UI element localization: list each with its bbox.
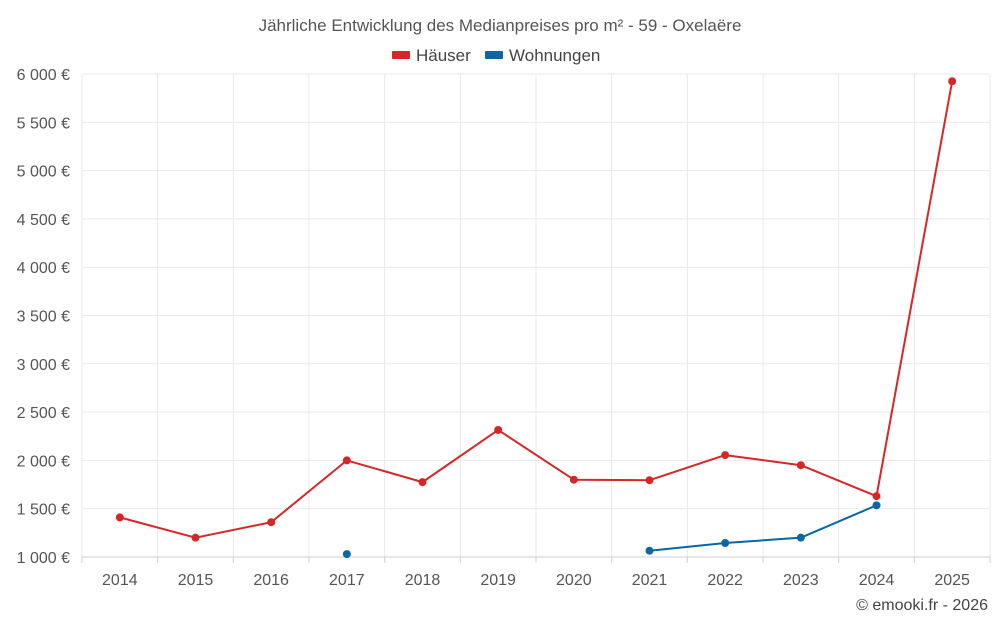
data-point[interactable] [569, 475, 578, 484]
data-point[interactable] [494, 425, 503, 434]
series-haeuser [115, 77, 957, 542]
y-tick-label: 1 000 € [17, 550, 70, 567]
data-point[interactable] [796, 533, 805, 542]
legend-label-haeuser: Häuser [416, 46, 471, 65]
y-tick-label: 5 500 € [17, 115, 70, 132]
y-tick-label: 3 500 € [17, 309, 70, 326]
legend-item-haeuser[interactable]: Häuser [392, 46, 471, 65]
series-line [649, 504, 877, 552]
data-point[interactable] [115, 513, 124, 522]
legend-swatch-haeuser [392, 51, 410, 59]
y-axis-ticks: 1 000 € 1 500 € 2 000 € 2 500 € 3 000 € 3 500… [17, 67, 70, 567]
x-tick-label: 2018 [405, 572, 441, 589]
chart-title: Jährliche Entwicklung des Medianpreises … [259, 16, 742, 35]
x-tick-label: 2023 [783, 572, 819, 589]
y-tick-label: 2 500 € [17, 405, 70, 422]
legend: Häuser Wohnungen [392, 46, 600, 65]
data-point[interactable] [721, 538, 730, 547]
x-tick-label: 2015 [178, 572, 214, 589]
x-tick-label: 2019 [480, 572, 516, 589]
data-point[interactable] [191, 533, 200, 542]
axes [81, 556, 991, 563]
x-tick-label: 2024 [859, 572, 895, 589]
series-wohnungen [342, 501, 881, 559]
y-tick-label: 6 000 € [17, 67, 70, 84]
data-point[interactable] [418, 478, 427, 487]
x-tick-label: 2020 [556, 572, 592, 589]
data-point[interactable] [645, 546, 654, 555]
data-point[interactable] [342, 550, 351, 559]
x-tick-label: 2016 [253, 572, 289, 589]
legend-label-wohnungen: Wohnungen [509, 46, 600, 65]
data-point[interactable] [948, 77, 957, 86]
data-point[interactable] [342, 456, 351, 465]
x-tick-label: 2025 [934, 572, 970, 589]
y-tick-label: 3 000 € [17, 357, 70, 374]
legend-swatch-wohnungen [485, 51, 503, 59]
x-axis-ticks: 2014 2015 2016 2017 2018 2019 2020 2021 2022 2023… [102, 572, 970, 589]
credit-text: © emooki.fr - 2026 [856, 597, 988, 614]
series [115, 77, 957, 559]
legend-item-wohnungen[interactable]: Wohnungen [485, 46, 600, 65]
y-tick-label: 5 000 € [17, 164, 70, 181]
series-line [119, 81, 954, 539]
gridlines [81, 73, 991, 557]
data-point[interactable] [872, 492, 881, 501]
y-tick-label: 4 500 € [17, 212, 70, 229]
x-tick-label: 2022 [707, 572, 743, 589]
y-tick-label: 2 000 € [17, 453, 70, 470]
data-point[interactable] [645, 476, 654, 485]
data-point[interactable] [872, 501, 881, 510]
data-point[interactable] [267, 518, 276, 527]
data-point[interactable] [721, 451, 730, 460]
y-tick-label: 1 500 € [17, 502, 70, 519]
x-tick-label: 2017 [329, 572, 365, 589]
y-tick-label: 4 000 € [17, 260, 70, 277]
x-tick-label: 2014 [102, 572, 138, 589]
data-point[interactable] [796, 461, 805, 470]
x-tick-label: 2021 [632, 572, 668, 589]
